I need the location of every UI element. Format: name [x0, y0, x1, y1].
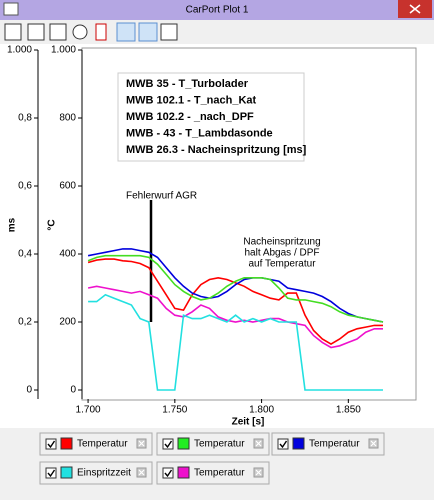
channel-label: Temperatur	[194, 439, 245, 450]
series-line	[87, 258, 383, 346]
tool-button[interactable]	[95, 23, 107, 41]
legend-entry: MWB 102.2 - _nach_DPF	[126, 111, 254, 123]
tool-button[interactable]	[160, 23, 178, 41]
y2-tick-label: 0,6	[18, 181, 32, 192]
legend-box	[117, 72, 305, 162]
tool-button[interactable]	[4, 23, 22, 41]
y-tick-label: 200	[59, 317, 76, 328]
remove-icon	[138, 440, 145, 447]
channel-label: Einspritzzeit	[77, 468, 131, 479]
channel-label: Temperatur	[309, 439, 360, 450]
series-line	[88, 293, 383, 391]
remove-icon	[138, 469, 145, 476]
tool-button[interactable]	[116, 22, 136, 42]
title-bar	[0, 0, 434, 20]
y-tick-label: 800	[59, 113, 76, 124]
series-line	[87, 254, 384, 323]
x-tick-label: 1.850	[336, 405, 361, 416]
channel-label: Temperatur	[194, 468, 245, 479]
check-mark	[164, 469, 173, 478]
legend-entry: MWB 35 - T_Turbolader	[126, 78, 249, 90]
annotation: halt Abgas / DPF	[244, 248, 319, 259]
y-tick-label: 1.000	[51, 45, 76, 56]
y2-tick-label: 1.000	[7, 45, 32, 56]
toolbar	[4, 22, 178, 42]
legend-entry: MWB 26.3 - Nacheinspritzung [ms]	[126, 144, 307, 156]
channel-color	[60, 437, 73, 450]
channel-color	[177, 437, 190, 450]
annotation: Nacheinspritzung	[243, 237, 320, 248]
remove-icon	[255, 469, 262, 476]
channel-checkbox[interactable]	[162, 467, 174, 479]
y-tick-label: 400	[59, 249, 76, 260]
y-tick-label: 0	[70, 385, 76, 396]
tool-button[interactable]	[49, 23, 67, 41]
annotation: Fehlerwurf AGR	[126, 191, 197, 202]
x-tick-label: 1.700	[76, 405, 101, 416]
window-title: CarPort Plot 1	[186, 5, 249, 16]
y2-tick-label: 0	[26, 385, 32, 396]
app-icon	[3, 2, 19, 16]
y2-tick-label: 0,4	[18, 249, 32, 260]
x-tick-label: 1.800	[249, 405, 274, 416]
channel-checkbox[interactable]	[162, 438, 174, 450]
channel-checkbox[interactable]	[45, 467, 57, 479]
remove-icon	[255, 440, 262, 447]
plot-lines	[87, 248, 384, 391]
channel-color	[177, 466, 190, 479]
check-mark	[47, 440, 56, 449]
tool-button[interactable]	[72, 24, 88, 40]
y-axis-title: °C	[47, 219, 58, 230]
channel-label: Temperatur	[77, 439, 128, 450]
channel-checkbox[interactable]	[45, 438, 57, 450]
y2-tick-label: 0,2	[18, 317, 32, 328]
check-mark	[47, 469, 56, 478]
channel-color	[60, 466, 73, 479]
x-axis-title: Zeit [s]	[232, 417, 265, 428]
y-tick-label: 600	[59, 181, 76, 192]
channel-checkbox[interactable]	[277, 438, 289, 450]
y2-axis-title: ms	[7, 217, 18, 232]
check-mark	[164, 440, 173, 449]
remove-icon	[370, 440, 377, 447]
series-line	[87, 285, 383, 349]
y2-tick-label: 0,8	[18, 113, 32, 124]
annotation: auf Temperatur	[248, 259, 316, 270]
check-mark	[279, 440, 288, 449]
tool-button[interactable]	[138, 22, 158, 42]
legend-entry: MWB 102.1 - T_nach_Kat	[126, 94, 257, 106]
series-line	[87, 248, 384, 323]
close-icon	[409, 4, 421, 14]
legend-entry: MWB - 43 - T_Lambdasonde	[126, 127, 273, 139]
x-tick-label: 1.750	[162, 405, 187, 416]
channel-color	[292, 437, 305, 450]
tool-button[interactable]	[27, 23, 45, 41]
